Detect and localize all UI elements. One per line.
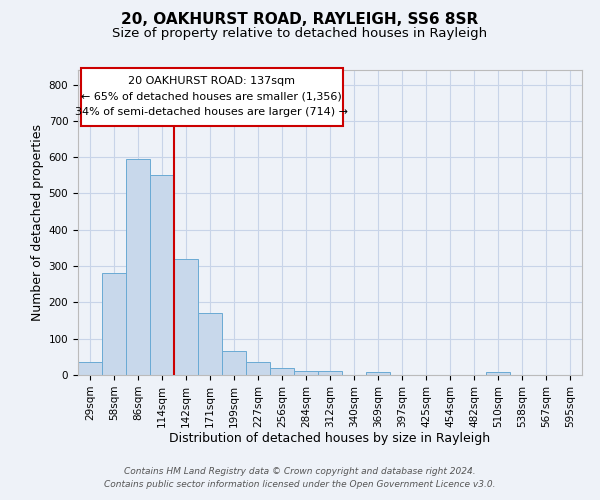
Bar: [294, 372, 318, 375]
Text: Contains public sector information licensed under the Open Government Licence v3: Contains public sector information licen…: [104, 480, 496, 489]
Bar: [174, 259, 198, 375]
Text: Contains HM Land Registry data © Crown copyright and database right 2024.: Contains HM Land Registry data © Crown c…: [124, 467, 476, 476]
Bar: [102, 274, 126, 375]
Text: 20 OAKHURST ROAD: 137sqm: 20 OAKHURST ROAD: 137sqm: [128, 76, 295, 86]
Text: 20, OAKHURST ROAD, RAYLEIGH, SS6 8SR: 20, OAKHURST ROAD, RAYLEIGH, SS6 8SR: [121, 12, 479, 28]
Bar: [222, 352, 246, 375]
Bar: [270, 368, 294, 375]
Bar: [150, 176, 174, 375]
Bar: [318, 372, 342, 375]
Bar: [126, 159, 150, 375]
FancyBboxPatch shape: [80, 68, 343, 126]
Bar: [246, 362, 270, 375]
X-axis label: Distribution of detached houses by size in Rayleigh: Distribution of detached houses by size …: [169, 432, 491, 446]
Text: Size of property relative to detached houses in Rayleigh: Size of property relative to detached ho…: [112, 28, 488, 40]
Y-axis label: Number of detached properties: Number of detached properties: [31, 124, 44, 321]
Bar: [78, 362, 102, 375]
Text: ← 65% of detached houses are smaller (1,356): ← 65% of detached houses are smaller (1,…: [81, 91, 342, 101]
Bar: [198, 314, 222, 375]
Bar: [486, 372, 510, 375]
Bar: [366, 372, 390, 375]
Text: 34% of semi-detached houses are larger (714) →: 34% of semi-detached houses are larger (…: [75, 108, 348, 118]
